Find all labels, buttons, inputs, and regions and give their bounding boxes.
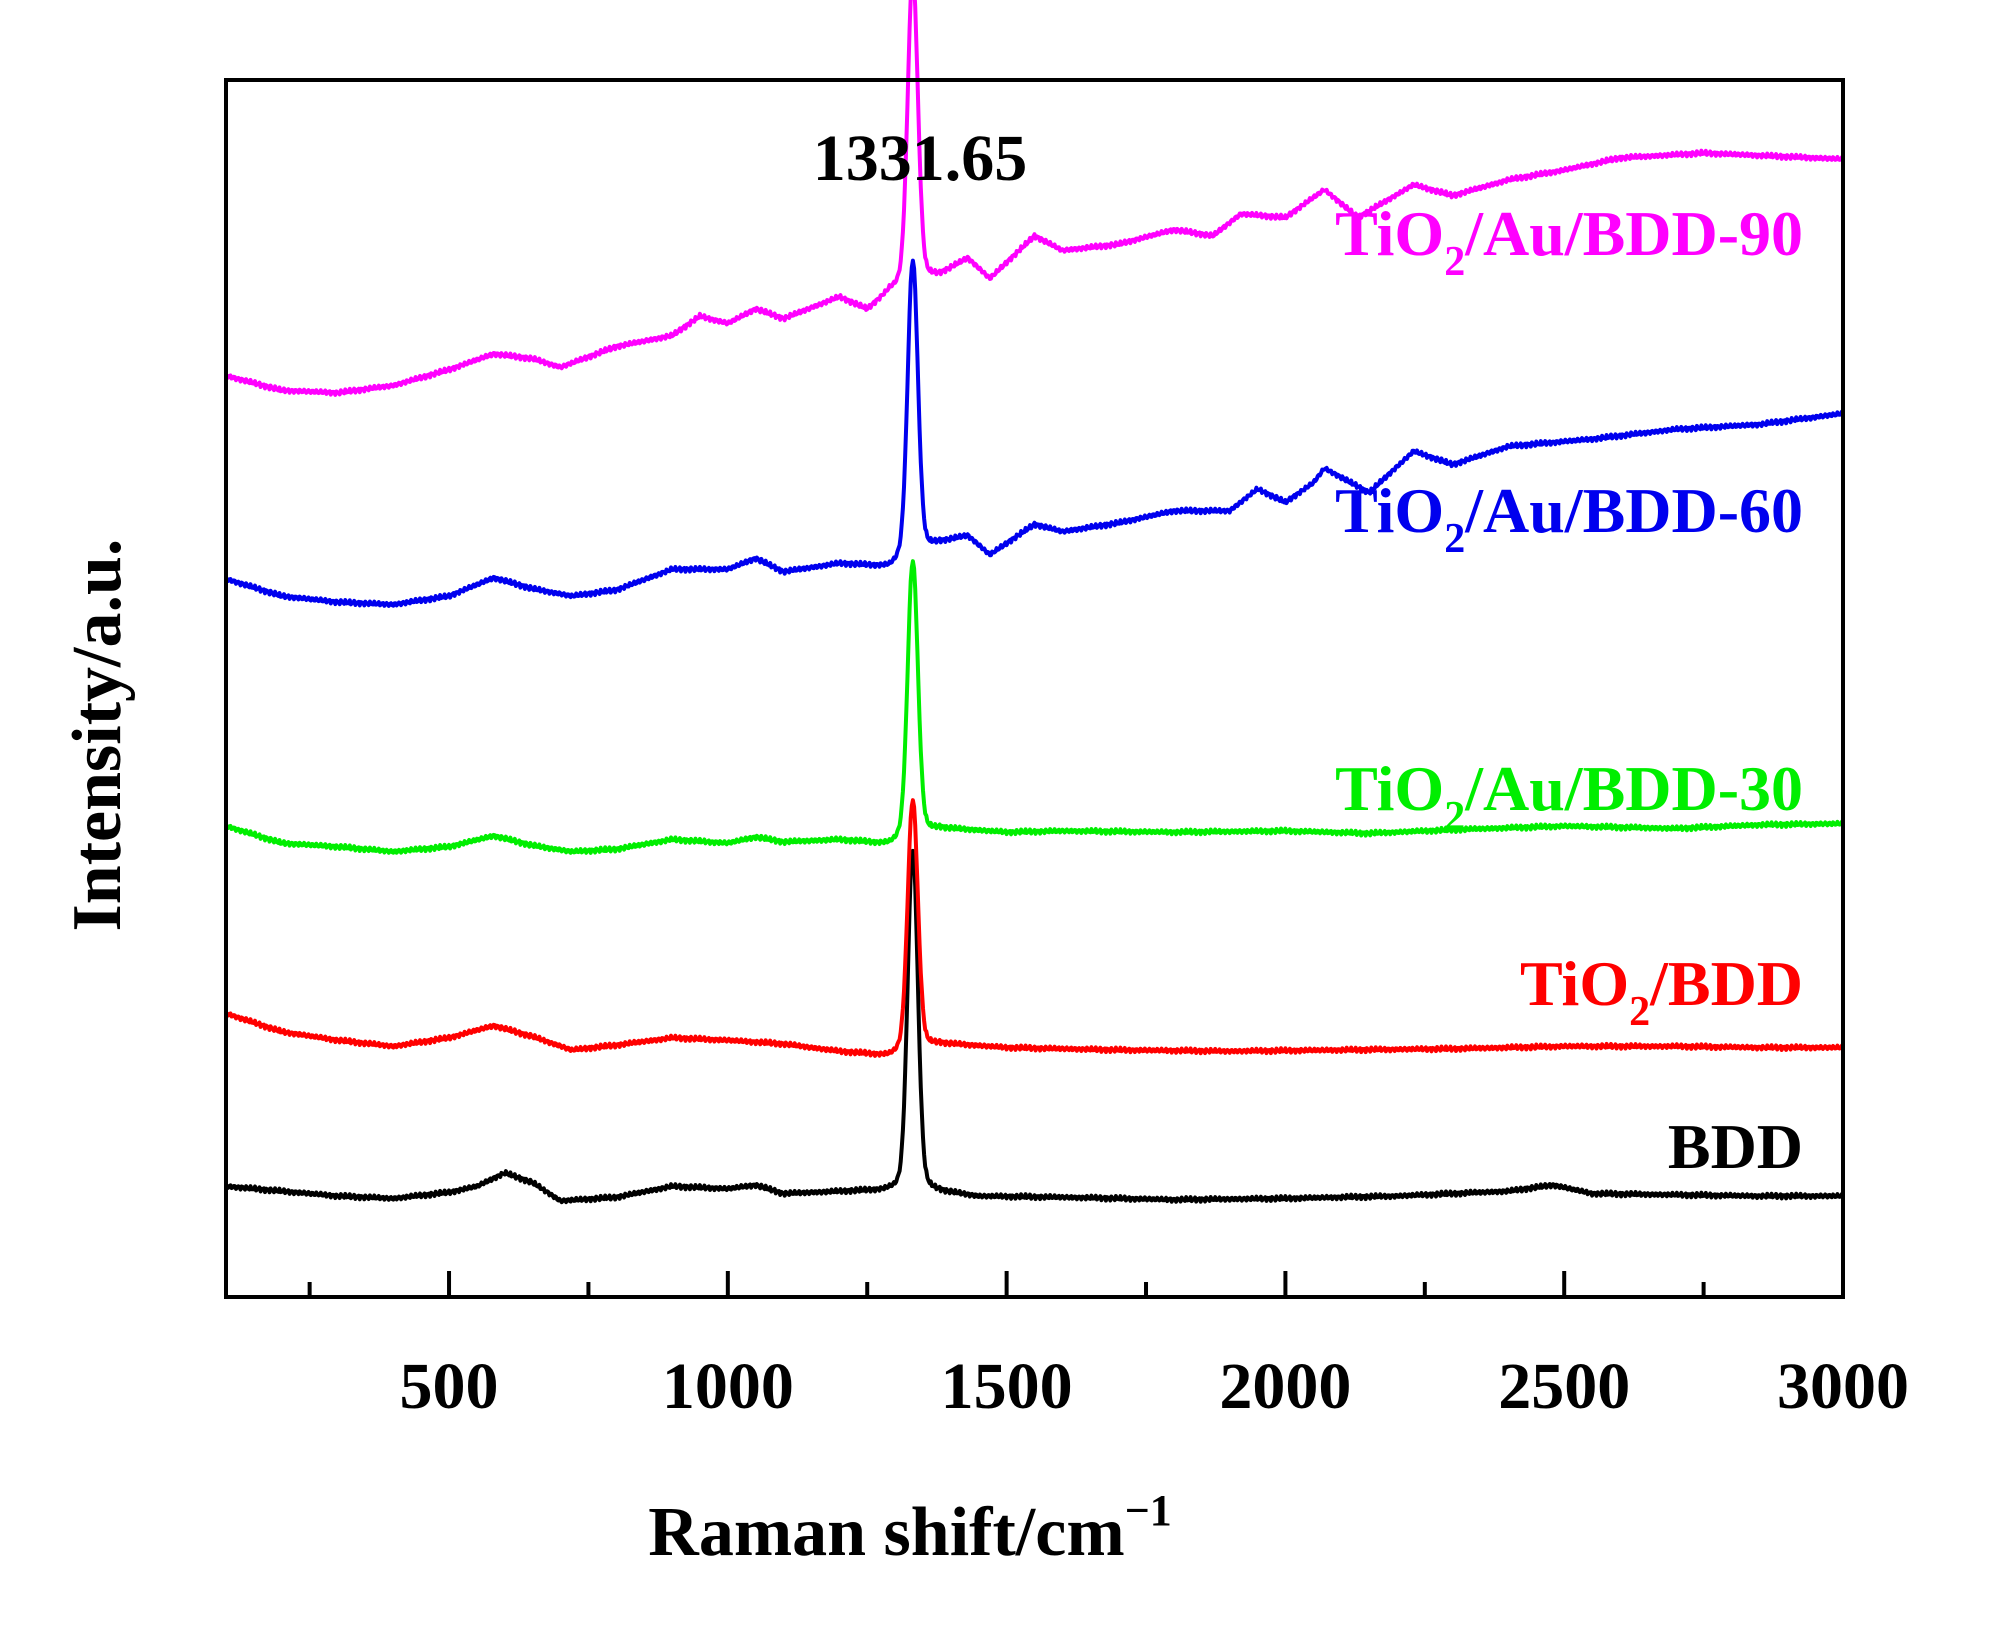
peak-annotation: 1331.65 (813, 122, 1028, 195)
x-tick-label: 500 (400, 1350, 499, 1423)
plot-frame (224, 78, 1845, 1299)
x-tick-label: 1000 (662, 1350, 794, 1423)
series-line (224, 258, 1845, 608)
x-axis-label-superscript: −1 (1125, 1486, 1172, 1535)
series-line (224, 798, 1845, 1058)
x-axis-label: Raman shift/cm−1 (648, 1486, 1171, 1571)
series-label: TiO2/Au/BDD-30 (1335, 753, 1803, 840)
series-labels: BDD TiO2/BDD TiO2/Au/BDD-30 TiO2/Au/BDD-60 T… (1335, 198, 1803, 1182)
series-label: TiO2/Au/BDD-60 (1335, 475, 1803, 562)
series-layer (224, 0, 1845, 1205)
series-line (224, 848, 1845, 1205)
series-label: TiO2/BDD (1520, 948, 1803, 1035)
y-axis-label: Intensity/a.u. (59, 539, 136, 932)
x-axis-ticks (307, 1271, 1845, 1297)
series-label: TiO2/Au/BDD-90 (1335, 198, 1803, 285)
series-line (224, 0, 1845, 397)
x-tick-label: 1500 (941, 1350, 1073, 1423)
series-line (224, 559, 1845, 855)
x-tick-label: 3000 (1777, 1350, 1909, 1423)
x-tick-label: 2000 (1219, 1350, 1351, 1423)
x-tick-labels: 500 1000 1500 2000 2500 3000 (400, 1350, 1909, 1423)
x-axis-label-text: Raman shift/cm (648, 1494, 1124, 1571)
x-tick-label: 2500 (1498, 1350, 1630, 1423)
series-label: BDD (1668, 1111, 1803, 1182)
